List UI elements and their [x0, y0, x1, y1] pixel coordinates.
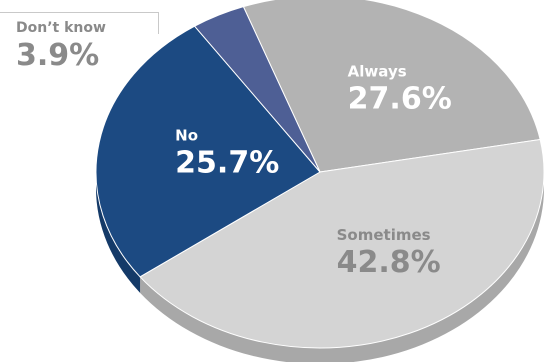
- slice-label-dont-know: Don’t know: [16, 20, 106, 36]
- slice-label-no: No: [175, 127, 198, 145]
- pie-top: [95, 0, 545, 349]
- slice-no: [95, 25, 321, 278]
- slice-value-sometimes: 42.8%: [337, 245, 441, 280]
- slice-label-always: Always: [348, 62, 407, 80]
- slice-value-no: 25.7%: [175, 146, 279, 181]
- slice-value-dont-know: 3.9%: [16, 38, 100, 73]
- callout-line-vertical: [158, 12, 159, 34]
- dont-know-callout: Don’t know 3.9%: [0, 0, 160, 80]
- slice-label-sometimes: Sometimes: [337, 226, 431, 244]
- slice-side-no: [96, 172, 141, 293]
- slice-don-t-know: [193, 6, 321, 173]
- pie-depth: [96, 172, 544, 362]
- slice-sometimes: [139, 138, 545, 349]
- slice-value-always: 27.6%: [348, 81, 452, 116]
- slice-always: [242, 0, 541, 173]
- callout-line: [0, 12, 158, 13]
